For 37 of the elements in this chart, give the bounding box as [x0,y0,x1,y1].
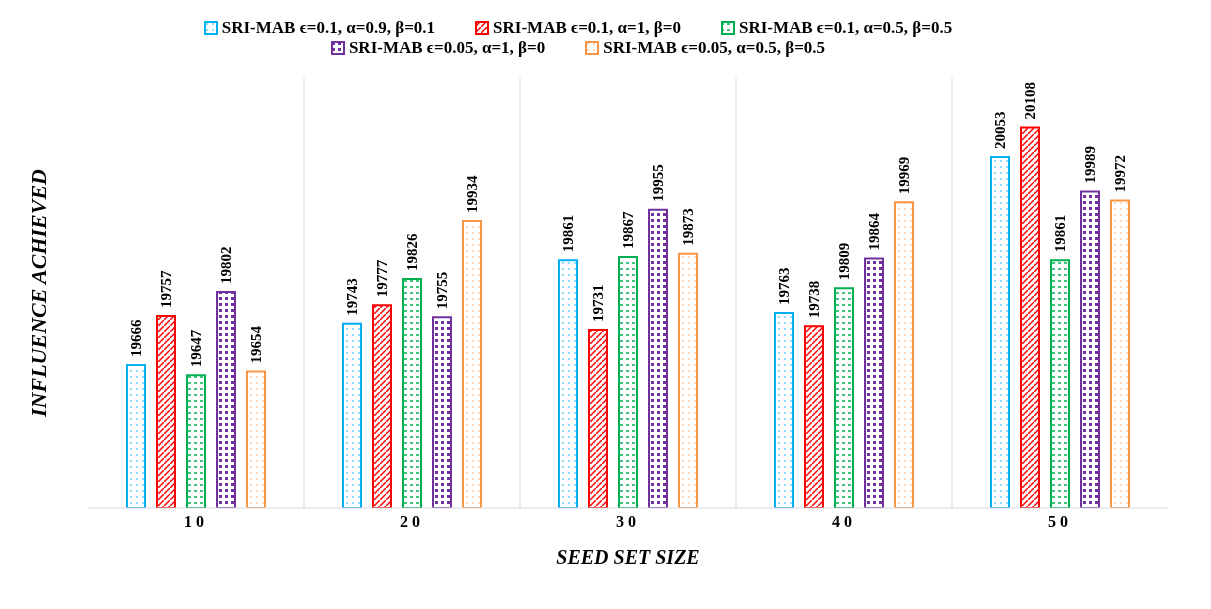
data-label: 19777 [374,259,390,298]
data-label: 19647 [188,329,204,368]
data-label: 19757 [158,270,174,309]
data-label: 19743 [344,278,360,316]
data-label: 19972 [1112,155,1128,193]
x-tick-label: 30 [616,513,640,531]
data-label: 20053 [992,111,1008,150]
legend-label: SRI-MAB ϵ=0.1, α=0.5, β=0.5 [738,18,953,38]
data-label: 19738 [806,280,822,319]
data-label: 19969 [896,156,912,195]
data-label: 19864 [866,212,882,251]
data-label: 19989 [1082,145,1098,184]
x-tick-label: 20 [400,513,424,531]
data-label: 19867 [620,210,636,249]
data-label: 19654 [248,325,264,364]
data-label: 19755 [434,271,450,310]
x-tick-label: 10 [184,513,208,531]
legend-label: SRI-MAB ϵ=0.1, α=0.9, β=0.1 [221,18,436,38]
x-tick-label: 40 [832,513,856,531]
y-axis-title: INFLUENCE ACHIEVED [25,168,51,418]
legend-label: SRI-MAB ϵ=0.1, α=1, β=0 [493,18,681,38]
data-label: 19826 [404,233,420,272]
data-label: 19731 [590,284,606,323]
data-label: 20108 [1022,81,1038,120]
x-axis-title: SEED SET SIZE [556,546,700,568]
data-label: 19861 [560,214,576,253]
legend-label: SRI-MAB ϵ=0.05, α=1, β=0 [348,38,546,58]
data-label: 19802 [218,246,234,284]
data-label: 19955 [650,164,666,202]
data-label: 19809 [836,242,852,281]
data-label: 19873 [680,208,696,246]
legend-label: SRI-MAB ϵ=0.05, α=0.5, β=0.5 [603,38,826,58]
data-label: 19934 [464,174,480,213]
data-label: 19861 [1052,214,1068,253]
data-label: 19666 [128,319,144,358]
x-tick-label: 50 [1048,513,1072,531]
data-label: 19763 [776,267,792,305]
